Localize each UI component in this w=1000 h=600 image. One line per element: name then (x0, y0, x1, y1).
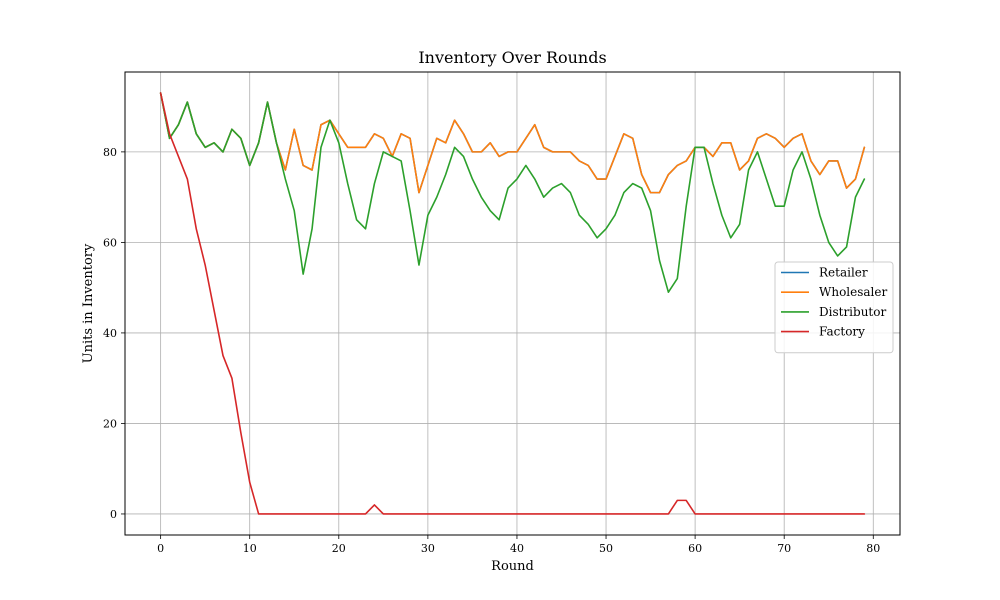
x-tick-label: 10 (243, 542, 257, 555)
x-tick-label: 30 (421, 542, 435, 555)
legend: Retailer Wholesaler Distributor Factory (774, 261, 894, 354)
legend-label: Factory (819, 325, 865, 339)
x-tick-label: 60 (688, 542, 702, 555)
y-tick-label: 60 (103, 236, 117, 249)
x-tick-label: 0 (157, 542, 164, 555)
y-tick-label: 0 (110, 508, 117, 521)
legend-label: Distributor (819, 305, 886, 319)
axis-ticks: 0 10 20 30 40 50 60 70 80 0 20 40 60 80 (103, 146, 880, 555)
x-tick-label: 70 (777, 542, 791, 555)
x-axis-label: Round (491, 559, 534, 574)
y-axis-label: Units in Inventory (81, 243, 96, 363)
legend-label: Retailer (819, 266, 868, 280)
legend-box (774, 261, 894, 354)
y-tick-label: 80 (103, 146, 117, 159)
series-line-factory (159, 92, 866, 515)
series-line-distributor (159, 92, 866, 293)
x-tick-label: 50 (599, 542, 613, 555)
y-tick-label: 40 (103, 327, 117, 340)
plot-frame (124, 71, 901, 536)
chart-title: Inventory Over Rounds (418, 48, 606, 67)
x-tick-label: 20 (332, 542, 346, 555)
y-tick-label: 20 (103, 417, 117, 430)
x-tick-label: 80 (866, 542, 880, 555)
series-lines (159, 92, 866, 515)
x-tick-label: 40 (510, 542, 524, 555)
legend-label: Wholesaler (819, 285, 887, 299)
